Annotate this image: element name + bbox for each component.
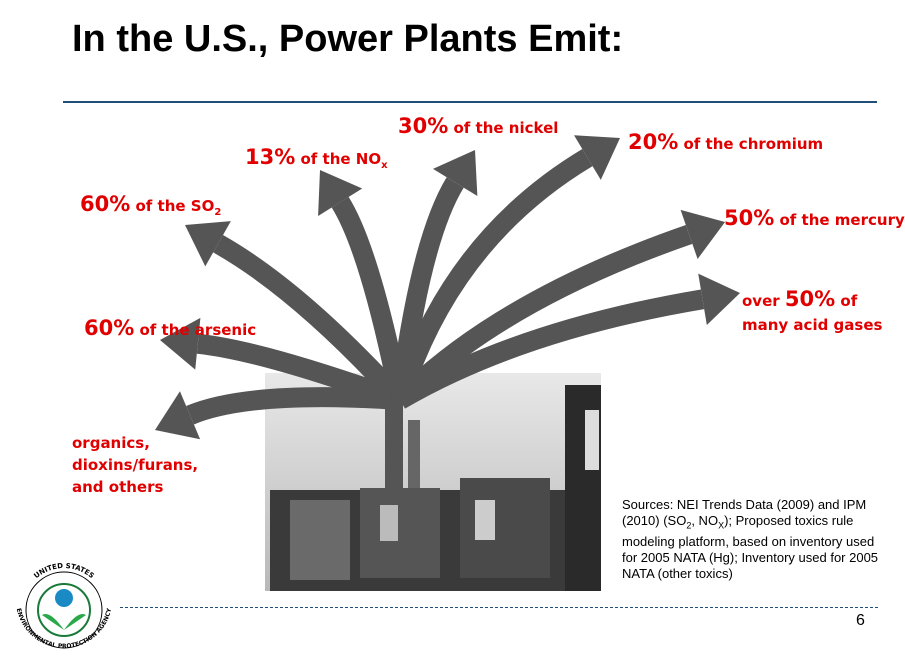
arrow-head (160, 317, 201, 370)
percent: 30% (398, 114, 449, 138)
footer-rule (120, 607, 878, 608)
label: 20% of the chromium (628, 130, 823, 154)
page-number: 6 (856, 612, 865, 629)
label-prefix: over (742, 292, 780, 310)
arrows (155, 135, 740, 440)
arrow-shaft (186, 387, 401, 425)
arrow-shaft (394, 289, 705, 409)
label: 50% of the mercury (724, 206, 905, 230)
label-text: of the SO (135, 197, 215, 215)
label: 30% of the nickel (398, 114, 558, 138)
percent: 50% (784, 287, 836, 311)
arrow-head (574, 135, 620, 180)
arrow-shaft (331, 196, 410, 402)
label: over 50% of many acid gases (742, 287, 882, 337)
arrow-shaft (213, 234, 408, 407)
arrow-head (318, 170, 363, 217)
label: 60% of the SO2 (80, 192, 221, 218)
percent: 20% (628, 130, 679, 154)
photo (265, 373, 601, 591)
label-line2: many acid gases (742, 316, 883, 334)
sources-text: , NO (691, 513, 719, 528)
subscript: 2 (214, 207, 222, 218)
percent: 60% (84, 316, 135, 340)
arrow-shaft (390, 148, 593, 403)
label-text: organics, dioxins/furans, and others (72, 434, 199, 496)
divider (63, 101, 877, 103)
label: organics, dioxins/furans, and others (72, 432, 232, 498)
label-text: of (840, 292, 858, 310)
percent: 60% (80, 192, 131, 216)
label-text: of the arsenic (139, 321, 257, 339)
arrow-head (185, 221, 231, 267)
label-text: of the mercury (779, 211, 905, 229)
subscript: x (381, 160, 388, 171)
title: In the U.S., Power Plants Emit: (72, 18, 624, 60)
epa-logo: UNITED STATES ENVIRONMENTAL PROTECTION A… (15, 562, 114, 650)
arrow-head (432, 150, 478, 196)
sources: Sources: NEI Trends Data (2009) and IPM … (622, 497, 882, 582)
arrow-head (698, 273, 740, 325)
sources-text: ); Proposed toxics rule modeling platfor… (622, 513, 879, 581)
arrow-head (680, 209, 725, 260)
percent: 13% (245, 145, 296, 169)
sources-text: Sources: NEI Trends Data (2009) and IPM … (622, 497, 867, 528)
label-text: of the chromium (683, 135, 824, 153)
arrow-head (155, 391, 201, 440)
subscript: X (718, 520, 725, 531)
label: 60% of the arsenic (84, 316, 256, 340)
label-text: of the NO (300, 150, 382, 168)
label-text: of the nickel (453, 119, 559, 137)
percent: 50% (724, 206, 775, 230)
subscript: 2 (686, 520, 692, 531)
label: 13% of the NOx (245, 145, 388, 171)
